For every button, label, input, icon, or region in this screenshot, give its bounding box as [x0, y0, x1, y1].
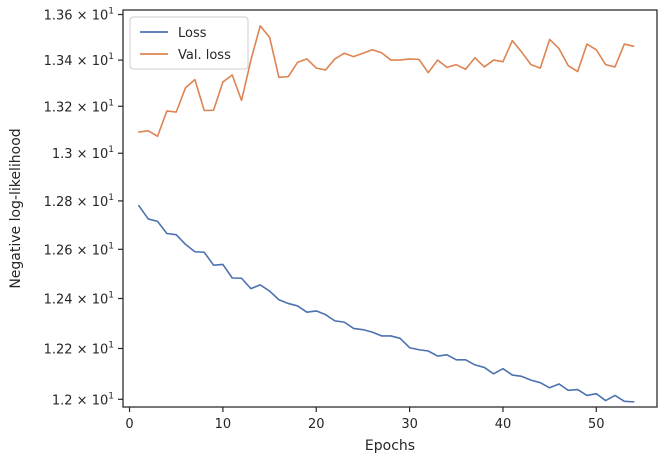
y-axis-ticks: 1.2 × 101 1.22 × 101 1.24 × 101 1.26 × 101 1…: [44, 7, 123, 408]
y-tick-label: 1.24 × 101: [44, 290, 114, 307]
y-tick-label: 1.2 × 101: [52, 391, 114, 408]
x-tick-label: 40: [495, 417, 512, 432]
x-tick-label: 0: [125, 417, 133, 432]
x-axis-label: Epochs: [365, 438, 415, 454]
y-axis-label: Negative log-likelihood: [8, 128, 24, 288]
plot-frame: [122, 9, 658, 408]
x-tick-label: 50: [588, 417, 605, 432]
y-tick-label: 1.34 × 101: [44, 52, 114, 69]
y-tick-label: 1.28 × 101: [44, 193, 114, 210]
legend-box: [129, 16, 249, 70]
x-axis-ticks: 0 10 20 30 40 50: [125, 407, 605, 432]
x-tick-label: 20: [308, 417, 325, 432]
legend-entry: Loss: [178, 26, 207, 41]
plot-area: [123, 10, 657, 407]
legend-entry: Val. loss: [178, 48, 231, 63]
legend: Loss Val. loss: [129, 16, 249, 70]
y-tick-label: 1.22 × 101: [44, 340, 114, 357]
y-tick-label: 1.3 × 101: [52, 145, 114, 162]
y-tick-label: 1.32 × 101: [44, 98, 114, 115]
y-tick-label: 1.36 × 101: [44, 7, 114, 24]
y-tick-label: 1.26 × 101: [44, 241, 114, 258]
series-lines: [138, 25, 635, 403]
series-line-val-loss: [138, 25, 635, 138]
x-tick-label: 10: [215, 417, 232, 432]
x-tick-label: 30: [401, 417, 418, 432]
series-line-loss: [138, 204, 635, 403]
